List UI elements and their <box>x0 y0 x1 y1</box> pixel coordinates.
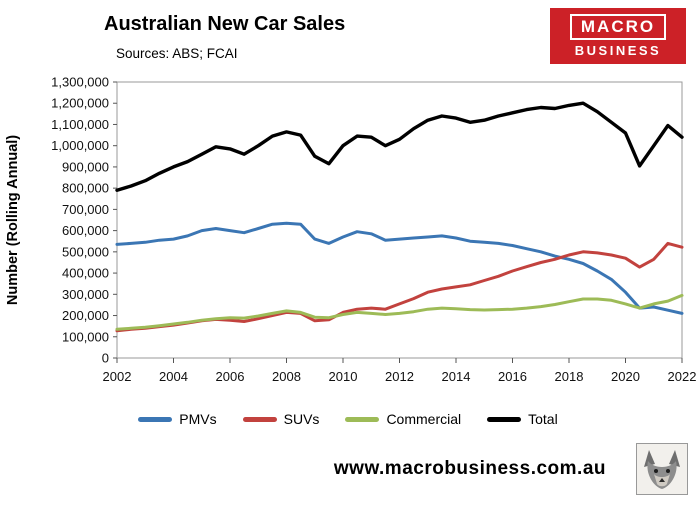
legend-swatch-pmvs <box>138 416 173 422</box>
svg-text:200,000: 200,000 <box>62 308 109 323</box>
svg-text:2008: 2008 <box>272 369 301 384</box>
svg-text:2012: 2012 <box>385 369 414 384</box>
legend-item-total: Total <box>487 411 558 427</box>
footer: www.macrobusiness.com.au <box>0 436 696 496</box>
svg-text:2014: 2014 <box>442 369 471 384</box>
svg-text:2016: 2016 <box>498 369 527 384</box>
legend-label-suvs: SUVs <box>283 411 320 427</box>
svg-text:1,100,000: 1,100,000 <box>51 117 109 132</box>
svg-text:2018: 2018 <box>555 369 584 384</box>
svg-text:700,000: 700,000 <box>62 202 109 217</box>
svg-text:100,000: 100,000 <box>62 329 109 344</box>
macrobusiness-logo: MACRO BUSINESS <box>550 8 686 64</box>
svg-text:2010: 2010 <box>329 369 358 384</box>
legend-label-commercial: Commercial <box>386 411 462 427</box>
svg-text:2006: 2006 <box>216 369 245 384</box>
svg-text:900,000: 900,000 <box>62 159 109 174</box>
legend-item-pmvs: PMVs <box>138 411 217 427</box>
chart-title: Australian New Car Sales <box>104 13 346 35</box>
svg-text:0: 0 <box>102 351 109 366</box>
svg-text:400,000: 400,000 <box>62 266 109 281</box>
svg-text:1,200,000: 1,200,000 <box>51 96 109 111</box>
chart-sources: Sources: ABS; FCAI <box>116 46 238 61</box>
legend-item-commercial: Commercial <box>345 411 461 427</box>
svg-text:500,000: 500,000 <box>62 244 109 259</box>
line-chart: 0 100,000 200,000 300,000 400,000 500,000 600,… <box>5 75 696 385</box>
title-block: Australian New Car Sales Sources: ABS; F… <box>104 8 345 61</box>
svg-text:2004: 2004 <box>159 369 188 384</box>
logo-macro-text: MACRO <box>569 13 667 41</box>
svg-text:2002: 2002 <box>103 369 132 384</box>
legend-label-pmvs: PMVs <box>179 411 217 427</box>
svg-text:2020: 2020 <box>611 369 640 384</box>
svg-text:800,000: 800,000 <box>62 181 109 196</box>
svg-text:1,300,000: 1,300,000 <box>51 75 109 90</box>
svg-text:Number (Rolling Annual): Number (Rolling Annual) <box>5 135 21 305</box>
legend-label-total: Total <box>528 411 558 427</box>
chart-area: 0 100,000 200,000 300,000 400,000 500,000 600,… <box>0 72 696 402</box>
svg-text:1,000,000: 1,000,000 <box>51 138 109 153</box>
svg-text:2022: 2022 <box>668 369 696 384</box>
wolf-logo <box>636 443 688 495</box>
legend-swatch-suvs <box>242 416 277 422</box>
chart-legend: PMVs SUVs Commercial Total <box>0 402 696 436</box>
wolf-icon <box>637 444 687 494</box>
logo-business-text: BUSINESS <box>574 43 662 59</box>
site-url: www.macrobusiness.com.au <box>333 458 606 479</box>
legend-item-suvs: SUVs <box>242 411 320 427</box>
header: Australian New Car Sales Sources: ABS; F… <box>0 0 696 72</box>
svg-text:600,000: 600,000 <box>62 223 109 238</box>
legend-swatch-commercial <box>345 416 380 422</box>
svg-text:300,000: 300,000 <box>62 287 109 302</box>
legend-swatch-total <box>487 416 522 422</box>
